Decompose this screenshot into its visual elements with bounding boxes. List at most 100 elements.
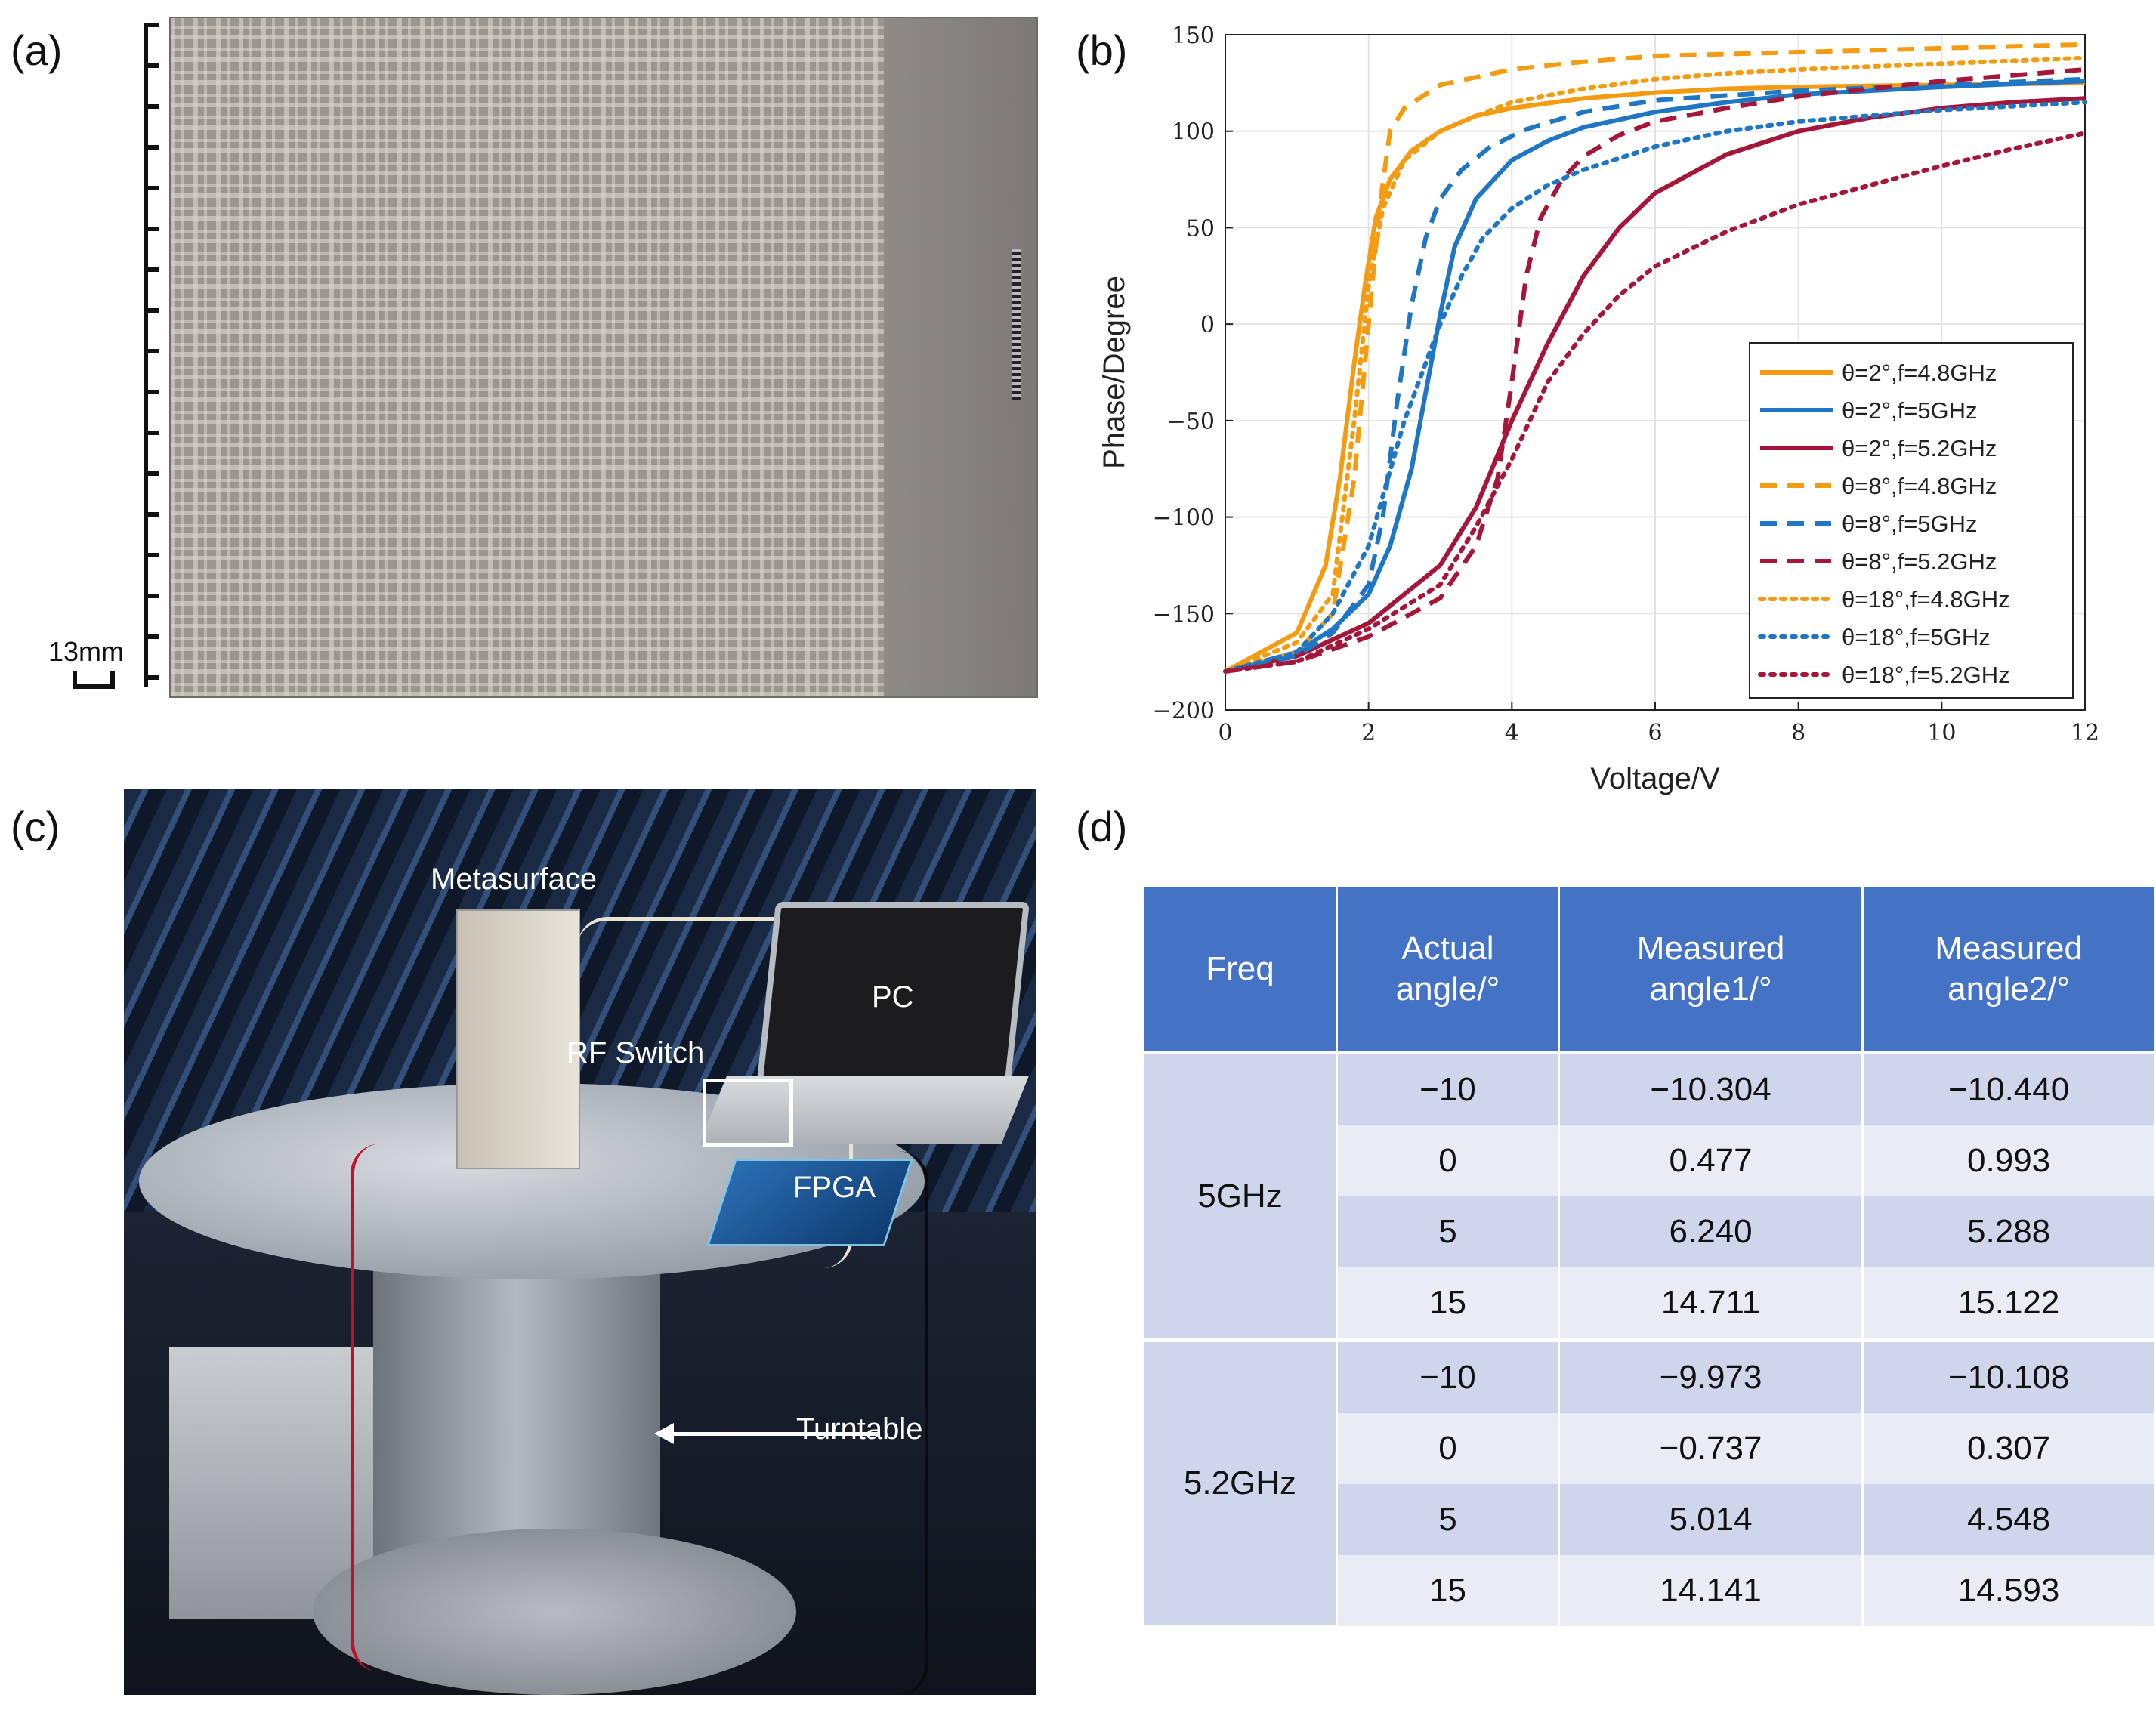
y-tick-label: 50 xyxy=(1186,215,1215,242)
panel-b: (b) 0 2 4 6 8 10 12 −200 −150 −100 −50 0 50 100 150 Vol… xyxy=(1073,0,2156,801)
measured-angle1-cell: 6.240 xyxy=(1557,1196,1864,1267)
panel-a-label: (a) xyxy=(11,26,63,74)
y-tick-label: −200 xyxy=(1153,698,1215,724)
ruler-tick xyxy=(144,349,159,353)
ruler-tick xyxy=(144,553,159,557)
legend-entry: θ=18°,f=5.2GHz xyxy=(1842,662,2010,688)
x-tick-label: 6 xyxy=(1648,720,1662,746)
header-line: Measured xyxy=(1935,930,2083,967)
ruler-tick xyxy=(144,431,159,435)
ruler-tick xyxy=(144,471,159,476)
measured-angle2-cell: 5.288 xyxy=(1861,1196,2156,1267)
x-tick-label: 4 xyxy=(1505,720,1519,746)
actual-angle-cell: −10 xyxy=(1335,1051,1560,1125)
legend-entry: θ=18°,f=4.8GHz xyxy=(1842,586,2010,613)
x-tick-label: 10 xyxy=(1927,720,1956,746)
y-tick-label: 100 xyxy=(1172,119,1215,146)
measured-angle1-cell: 5.014 xyxy=(1557,1484,1864,1555)
scale-bracket xyxy=(73,671,115,689)
table-row: 0 0.477 0.993 xyxy=(1144,1125,2156,1196)
table-header-cell: Measured angle1/° xyxy=(1557,885,1864,1054)
x-tick-label: 0 xyxy=(1218,720,1232,746)
actual-angle-cell: 5 xyxy=(1335,1196,1560,1267)
panel-d: (d) Freq Actual angle/° Measured angle1/° Mea… xyxy=(1073,786,2156,1710)
actual-angle-cell: 0 xyxy=(1335,1125,1560,1196)
ruler-tick xyxy=(144,390,159,394)
ruler-tick xyxy=(144,594,159,598)
series-line xyxy=(1225,67,2086,674)
y-tick-label: 0 xyxy=(1200,312,1215,338)
measured-angle2-cell: 15.122 xyxy=(1861,1267,2156,1341)
ruler-tick xyxy=(144,675,159,680)
table-body: 5GHz −10 −10.304 −10.440 0 0.477 0.993 5 6.240 5.… xyxy=(1142,1051,2156,1628)
legend-entry: θ=18°,f=5GHz xyxy=(1842,624,1991,650)
measured-angle1-cell: −0.737 xyxy=(1557,1413,1864,1484)
turntable-arrow-head xyxy=(654,1423,674,1444)
phase-voltage-chart: 0 2 4 6 8 10 12 −200 −150 −100 −50 0 50 100 150 Voltage… xyxy=(1098,23,2099,795)
header-line: Freq xyxy=(1206,950,1274,987)
series-line xyxy=(1225,42,2086,674)
legend-entry: θ=2°,f=5.2GHz xyxy=(1842,435,1997,461)
measured-angle2-cell: −10.440 xyxy=(1861,1051,2156,1125)
header-line: angle/° xyxy=(1395,971,1500,1008)
measured-angle1-cell: −9.973 xyxy=(1557,1338,1864,1413)
fpga-label: FPGA xyxy=(793,1171,876,1204)
freq-cell: 5.2GHz xyxy=(1142,1338,1338,1628)
ruler-tick xyxy=(144,267,159,272)
panel-c: (c) Metasurface PC RF Switch FPGA Turnta… xyxy=(0,786,1073,1710)
measured-angle1-cell: 14.141 xyxy=(1557,1555,1864,1626)
series-line xyxy=(1223,100,2087,674)
ruler-tick xyxy=(144,104,159,109)
pc-label: PC xyxy=(872,980,914,1014)
ruler-tick xyxy=(144,512,159,517)
chart-legend: θ=2°,f=4.8GHz θ=2°,f=5GHz θ=2°,f=5.2GHz θ=8… xyxy=(1749,342,2074,699)
header-line: Measured xyxy=(1636,930,1785,967)
y-tick-label: −50 xyxy=(1167,409,1215,435)
rf-switch-label: RF Switch xyxy=(567,1036,705,1070)
table-header-cell: Measured angle2/° xyxy=(1861,885,2156,1054)
ruler-tick xyxy=(144,23,159,27)
metasurface-label: Metasurface xyxy=(431,863,598,896)
scale-label: 13mm xyxy=(48,636,125,667)
freq-cell: 5GHz xyxy=(1142,1051,1338,1341)
table-row: 15 14.711 15.122 xyxy=(1144,1267,2156,1341)
metasurface-sample xyxy=(456,909,580,1169)
metasurface-photo xyxy=(169,17,1038,698)
table-header-row: Freq Actual angle/° Measured angle1/° Measure… xyxy=(1142,885,2156,1054)
table-row: 15 14.141 14.593 xyxy=(1144,1555,2156,1626)
y-tick-label: −150 xyxy=(1153,601,1215,628)
rf-switch-highlight xyxy=(703,1079,793,1147)
legend-entry: θ=2°,f=4.8GHz xyxy=(1842,360,1997,386)
legend-entry: θ=8°,f=5.2GHz xyxy=(1842,548,1997,575)
ruler-tick xyxy=(144,634,159,639)
table-row: 5GHz −10 −10.304 −10.440 xyxy=(1142,1051,2156,1341)
panel-c-label: (c) xyxy=(11,803,60,850)
turntable-arrow xyxy=(668,1432,879,1436)
panel-b-label: (b) xyxy=(1076,26,1128,74)
measured-angle2-cell: 14.593 xyxy=(1861,1555,2156,1626)
table-row: 0 −0.737 0.307 xyxy=(1144,1413,2156,1484)
ruler-tick xyxy=(144,227,159,231)
table-row: 5 5.014 4.548 xyxy=(1144,1484,2156,1555)
measured-angle2-cell: 0.993 xyxy=(1861,1125,2156,1196)
ruler-tick xyxy=(144,145,159,150)
panel-d-label: (d) xyxy=(1076,803,1128,850)
x-tick-label: 12 xyxy=(2071,720,2099,746)
legend-entry: θ=8°,f=5GHz xyxy=(1842,511,1978,537)
table-row: 5.2GHz −10 −9.973 −10.108 xyxy=(1142,1338,2156,1628)
actual-angle-cell: −10 xyxy=(1335,1338,1560,1413)
angle-measurement-table: Freq Actual angle/° Measured angle1/° Measure… xyxy=(1142,885,2156,1628)
legend-entry: θ=2°,f=5GHz xyxy=(1842,397,1978,424)
actual-angle-cell: 5 xyxy=(1335,1484,1560,1555)
table-row: 5 6.240 5.288 xyxy=(1144,1196,2156,1267)
chart-series xyxy=(1223,42,2087,674)
metasurface-unit-cells xyxy=(171,18,884,696)
measured-angle2-cell: −10.108 xyxy=(1861,1338,2156,1413)
turntable-base xyxy=(313,1529,796,1695)
measured-angle1-cell: 0.477 xyxy=(1557,1125,1864,1196)
measured-angle2-cell: 0.307 xyxy=(1861,1413,2156,1484)
red-cable xyxy=(351,1144,460,1672)
series-line xyxy=(1223,55,2087,674)
y-tick-label: 150 xyxy=(1172,23,1215,49)
measured-angle2-cell: 4.548 xyxy=(1861,1484,2156,1555)
